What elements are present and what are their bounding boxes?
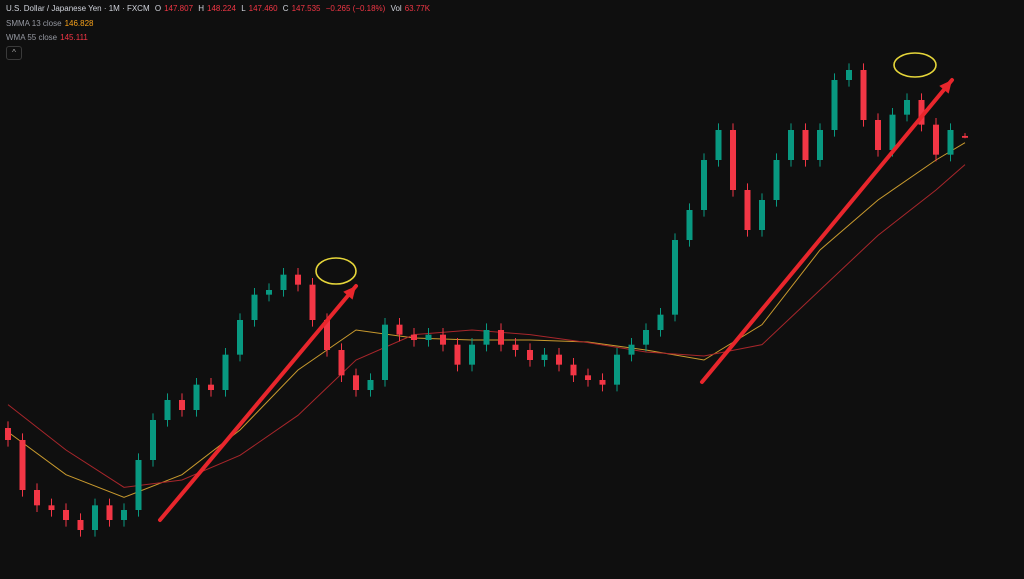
candle-body <box>657 314 664 330</box>
candle-body <box>556 354 562 365</box>
candle-body <box>846 70 852 80</box>
candle-body <box>889 114 896 150</box>
candle-body <box>338 350 345 376</box>
legend-row: SMMA 13 close 146.828 <box>6 19 97 28</box>
candle-body <box>686 210 693 240</box>
candle-body <box>309 284 316 320</box>
candle-body <box>904 100 910 115</box>
candle-body <box>643 330 649 345</box>
legend-row: U.S. Dollar / Japanese Yen · 1M · FXCM O… <box>6 4 433 13</box>
candle-body <box>527 350 533 360</box>
candle-body <box>411 334 417 340</box>
candle-body <box>759 200 765 230</box>
candle-body <box>121 510 127 520</box>
candle-body <box>193 384 200 410</box>
indicator-value: 146.828 <box>64 19 94 28</box>
candle-body <box>208 384 214 390</box>
candle-body <box>19 440 26 490</box>
highlight-ellipse <box>315 257 357 285</box>
collapse-button[interactable]: ^ <box>6 46 22 60</box>
candle-body <box>454 344 461 365</box>
candle-body <box>817 130 823 160</box>
candle-body <box>266 290 272 295</box>
value: 147.535 <box>291 4 321 13</box>
value: 63.77K <box>404 4 431 13</box>
candle-body <box>962 135 968 138</box>
indicator-label: SMMA 13 close <box>6 19 62 28</box>
candle-body <box>469 344 475 365</box>
candle-body <box>92 505 98 530</box>
label: L <box>241 4 246 13</box>
candle-body <box>933 124 939 155</box>
candle-body <box>135 460 142 510</box>
legend-row: WMA 55 close 145.111 <box>6 33 91 42</box>
trend-arrowhead <box>939 80 952 94</box>
label: Vol <box>390 4 402 13</box>
candle-body <box>628 344 635 355</box>
candle-body <box>396 324 403 335</box>
candle-body <box>150 420 156 460</box>
candle-body <box>382 324 388 380</box>
candle-body <box>5 428 11 440</box>
candle-body <box>164 400 171 420</box>
candle-body <box>324 320 330 350</box>
value: 148.224 <box>207 4 236 13</box>
candle-body <box>295 274 301 285</box>
candle-body <box>918 100 925 125</box>
label: H <box>198 4 205 13</box>
candle-body <box>237 320 243 355</box>
candle-body <box>498 330 504 345</box>
candle-body <box>251 294 258 320</box>
candle-body <box>541 354 548 360</box>
candle-body <box>179 400 185 410</box>
candle-body <box>701 160 707 210</box>
candle-body <box>831 80 838 130</box>
candle-body <box>425 334 432 340</box>
candle-body <box>744 190 751 230</box>
candle-body <box>77 520 84 530</box>
candle-body <box>715 130 722 160</box>
candle-body <box>483 330 490 345</box>
candle-body <box>367 380 374 390</box>
candle-body <box>440 334 446 345</box>
candle-body <box>585 375 591 380</box>
trend-arrow <box>158 284 358 522</box>
label: C <box>282 4 289 13</box>
candle-body <box>512 344 519 350</box>
value: 147.460 <box>248 4 278 13</box>
highlight-ellipse <box>893 52 937 78</box>
symbol: U.S. Dollar / Japanese Yen · 1M · FXCM <box>6 4 150 13</box>
change: −0.265 (−0.18%) <box>325 4 386 13</box>
trend-arrowhead <box>343 286 356 300</box>
candle-body <box>614 354 620 385</box>
trend-arrow <box>700 78 954 384</box>
candle-body <box>802 130 809 160</box>
value: 147.807 <box>164 4 194 13</box>
indicator-label: WMA 55 close <box>6 33 58 42</box>
candle-body <box>947 130 954 155</box>
candle-body <box>730 130 736 190</box>
candle-body <box>34 490 40 506</box>
candle-body <box>63 510 69 520</box>
candle-body <box>773 160 780 200</box>
candle-body <box>222 354 229 390</box>
label: O <box>154 4 162 13</box>
candle-body <box>788 130 794 160</box>
annotations <box>158 52 954 522</box>
candle-body <box>353 375 359 390</box>
candle-body <box>280 274 287 290</box>
candle-body <box>875 120 881 150</box>
candle-body <box>672 240 678 315</box>
candle-body <box>48 505 55 510</box>
indicator-value: 145.111 <box>60 33 88 42</box>
candle-body <box>599 380 606 385</box>
candle-body <box>570 364 577 376</box>
candle-body <box>106 505 113 520</box>
candle-body <box>860 70 867 120</box>
